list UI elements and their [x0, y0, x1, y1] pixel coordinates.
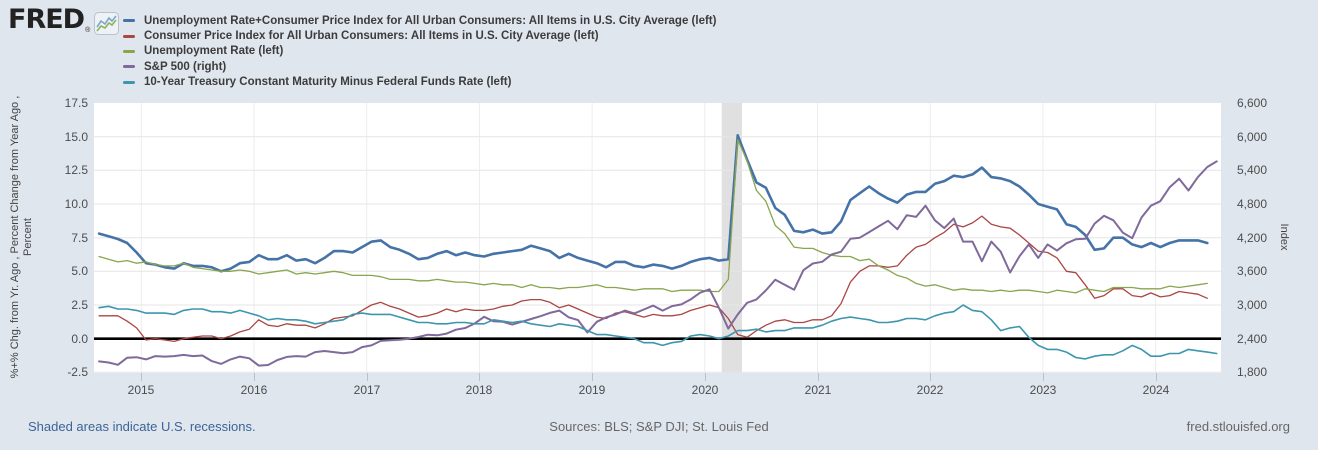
left-axis-title: %+% Chg. from Yr. Ago , Percent Change f… — [9, 67, 35, 407]
recession-note-link[interactable]: Shaded areas indicate U.S. recessions. — [28, 419, 256, 434]
x-axis-tick-2021: 2021 — [804, 383, 832, 397]
legend-item-sp500: S&P 500 (right) — [123, 59, 716, 74]
x-axis-tick-2016: 2016 — [240, 383, 268, 397]
right-axis-tick-2,400: 2,400 — [1237, 331, 1268, 346]
right-axis-tick-4,800: 4,800 — [1237, 196, 1268, 211]
left-axis-tick-10.0: 10.0 — [64, 196, 88, 211]
right-axis-tick-5,400: 5,400 — [1237, 163, 1268, 178]
left-axis-tick-2.5: 2.5 — [71, 297, 88, 312]
series-line-t10yff — [98, 304, 1218, 360]
x-axis-tick-2023: 2023 — [1029, 383, 1057, 397]
fred-logo-text: FRED — [8, 4, 85, 35]
series-line-unrate-plus-cpi — [97, 133, 1209, 273]
left-axis-title-line1: %+% Chg. from Yr. Ago , Percent Change f… — [9, 95, 21, 379]
left-axis-tick--2.5: -2.5 — [67, 365, 88, 380]
right-axis-tick-3,000: 3,000 — [1237, 297, 1268, 312]
x-axis-tickmark — [141, 373, 142, 381]
x-axis-tickmark — [818, 373, 819, 381]
legend-label-sp500: S&P 500 (right) — [144, 60, 227, 73]
chart-canvas — [94, 103, 1221, 373]
legend-swatch-unrate — [123, 49, 135, 53]
x-axis-tickmark — [1043, 373, 1044, 381]
left-axis-tick-15.0: 15.0 — [64, 129, 88, 144]
right-axis-tick-6,000: 6,000 — [1237, 129, 1268, 144]
legend-label-cpi: Consumer Price Index for All Urban Consu… — [144, 30, 599, 43]
series-line-sp500 — [98, 160, 1218, 367]
legend-swatch-t10yff — [123, 80, 135, 84]
series-line-unrate — [98, 138, 1208, 294]
x-axis-tickmark — [705, 373, 706, 381]
legend-label-unrate: Unemployment Rate (left) — [144, 45, 284, 58]
x-axis-tickmark — [479, 373, 480, 381]
fred-site-link[interactable]: fred.stlouisfed.org — [1186, 419, 1290, 434]
left-axis-tick-7.5: 7.5 — [71, 230, 88, 245]
left-axis-tick-17.5: 17.5 — [64, 96, 88, 110]
sources-text: Sources: BLS; S&P DJI; St. Louis Fed — [549, 419, 769, 434]
legend-item-t10yff: 10-Year Treasury Constant Maturity Minus… — [123, 75, 716, 90]
left-axis-title-line2: Percent — [22, 218, 34, 256]
legend-swatch-unrate-plus-cpi — [123, 19, 135, 23]
legend-swatch-sp500 — [123, 65, 135, 69]
x-axis-tick-2024: 2024 — [1142, 383, 1170, 397]
x-axis-tickmark — [367, 373, 368, 381]
legend-swatch-cpi — [123, 34, 135, 38]
legend-label-t10yff: 10-Year Treasury Constant Maturity Minus… — [144, 76, 512, 89]
legend-item-unrate: Unemployment Rate (left) — [123, 44, 716, 59]
left-axis-tick-12.5: 12.5 — [64, 163, 88, 178]
x-axis-tickmark — [592, 373, 593, 381]
legend-item-cpi: Consumer Price Index for All Urban Consu… — [123, 28, 716, 43]
x-axis-tick-2018: 2018 — [465, 383, 493, 397]
fred-logo-registered-mark: ® — [85, 27, 91, 34]
series-line-cpi — [98, 215, 1208, 343]
right-axis-tick-6,600: 6,600 — [1237, 96, 1268, 110]
fred-logo[interactable]: FRED ® — [8, 4, 120, 40]
fred-chart-icon — [94, 12, 120, 40]
x-axis-tickmark — [1156, 373, 1157, 381]
x-axis-tick-2020: 2020 — [691, 383, 719, 397]
legend: Unemployment Rate+Consumer Price Index f… — [123, 13, 716, 90]
x-axis-tickmark — [930, 373, 931, 381]
right-axis-tick-4,200: 4,200 — [1237, 230, 1268, 245]
right-axis-tick-1,800: 1,800 — [1237, 365, 1268, 380]
x-axis-tick-2015: 2015 — [127, 383, 155, 397]
legend-item-unrate-plus-cpi: Unemployment Rate+Consumer Price Index f… — [123, 13, 716, 28]
left-axis-tick-5.0: 5.0 — [71, 264, 88, 279]
legend-label-unrate-plus-cpi: Unemployment Rate+Consumer Price Index f… — [144, 14, 717, 27]
left-axis-tick-0.0: 0.0 — [71, 331, 88, 346]
right-axis-tick-3,600: 3,600 — [1237, 264, 1268, 279]
x-axis-tickmark — [254, 373, 255, 381]
x-axis-tick-2017: 2017 — [353, 383, 381, 397]
chart-plot-area[interactable] — [94, 103, 1221, 373]
x-axis-tick-2019: 2019 — [578, 383, 606, 397]
x-axis-tick-2022: 2022 — [916, 383, 944, 397]
right-axis-title: Index — [1278, 223, 1290, 251]
